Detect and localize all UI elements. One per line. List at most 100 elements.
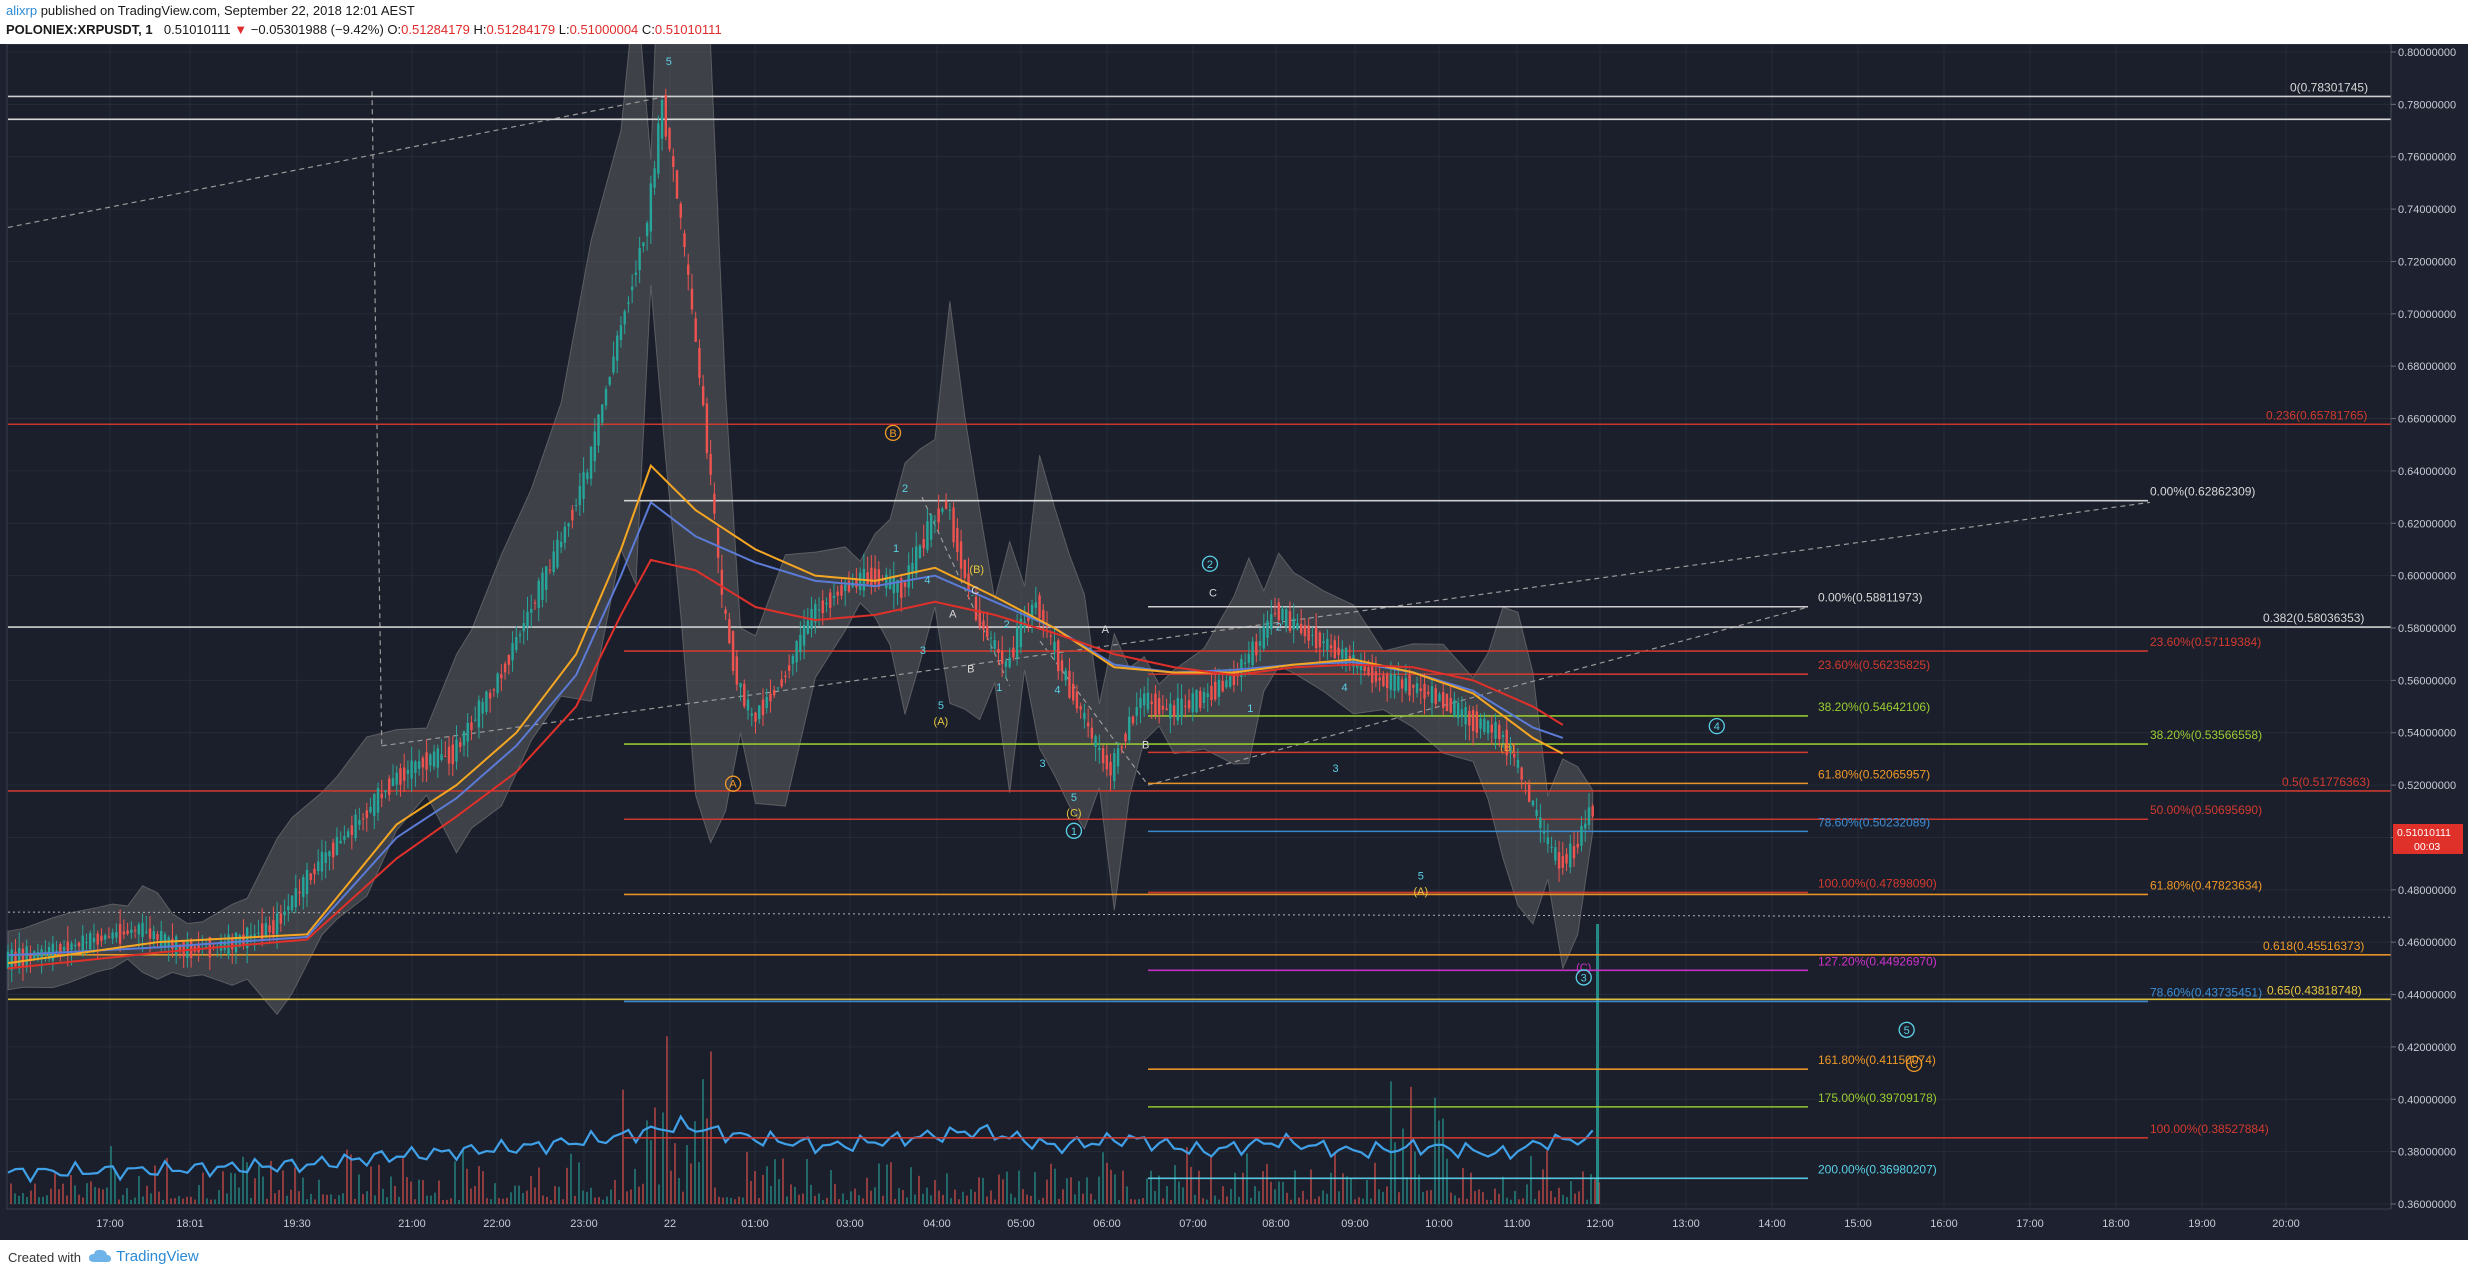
candle-body (444, 755, 447, 757)
candle-body (1479, 718, 1482, 729)
author-link[interactable]: alixrp (6, 3, 38, 18)
candle-body (485, 691, 488, 712)
volume-bar (1234, 1172, 1236, 1204)
volume-bar (1210, 1156, 1212, 1204)
candle-body (477, 700, 481, 728)
wave-label: 1 (893, 543, 899, 555)
volume-bar (622, 1089, 624, 1204)
volume-bar (1494, 1188, 1496, 1204)
price-chart[interactable]: 0(0.78301745) 0.236(0.65781765) 0.00%(0.62… (0, 0, 2468, 1240)
volume-bar (630, 1189, 632, 1204)
candle-body (1199, 690, 1202, 709)
candle-body (81, 935, 84, 952)
volume-bar (530, 1176, 532, 1204)
candle-body (1243, 662, 1247, 664)
wave-label: C (971, 585, 979, 597)
candle-body (896, 579, 899, 593)
volume-bar (450, 1198, 452, 1204)
candle-body (649, 183, 653, 232)
volume-bar (1530, 1155, 1532, 1204)
y-tick-label: 0.74000000 (2398, 204, 2456, 216)
candle-body (1501, 735, 1505, 737)
volume-bar (1134, 1199, 1136, 1204)
volume-bar (778, 1179, 780, 1204)
candle-body (402, 767, 406, 781)
candle-body (1584, 823, 1587, 829)
candle-body (1591, 806, 1594, 817)
candle-body (728, 619, 731, 644)
volume-bar (1330, 1172, 1332, 1204)
candle-body (317, 861, 320, 872)
volume-bar (1298, 1197, 1300, 1204)
volume-bar (598, 1197, 600, 1204)
candle-body (85, 942, 88, 944)
volume-bar (378, 1164, 380, 1204)
wave-label: A (1102, 624, 1110, 636)
volume-bar (878, 1163, 880, 1204)
fib-level-label: 78.60%(0.43735451) (2150, 985, 2262, 999)
candle-body (1000, 650, 1004, 665)
candle-body (25, 946, 28, 968)
volume-bar (230, 1172, 232, 1204)
volume-bar (1114, 1174, 1116, 1204)
time-axis[interactable]: 17:00 18:01 19:30 21:00 22:00 23:00 22 01:00 03:… (96, 1218, 2300, 1230)
volume-bar (1542, 1169, 1544, 1204)
fib-level-label: 38.20%(0.53566558) (2150, 728, 2262, 742)
candle-body (1404, 678, 1408, 692)
candle-body (354, 814, 357, 839)
candle-body (1378, 677, 1381, 681)
candle-body (1587, 807, 1591, 826)
volume-bar (1190, 1166, 1192, 1204)
candle-body (459, 742, 462, 747)
volume-bar (1430, 1190, 1432, 1204)
candle-body (1483, 718, 1486, 732)
volume-bar (42, 1196, 44, 1204)
volume-bar (1406, 1177, 1408, 1204)
candle-body (518, 634, 522, 637)
candle-body (1154, 693, 1157, 716)
wave-label: 3 (1039, 758, 1045, 770)
candle-body (679, 203, 682, 218)
candle-body (1438, 694, 1441, 702)
candle-body (1206, 693, 1209, 698)
candle-body (627, 302, 630, 304)
symbol-line: POLONIEX:XRPUSDT, 1 0.51010111 ▼ −0.0530… (6, 22, 722, 37)
candle-body (724, 609, 727, 614)
tradingview-logo[interactable]: TradingView (88, 1248, 199, 1268)
volume-bar (166, 1157, 168, 1204)
candle-body (74, 944, 77, 947)
candle-body (758, 705, 761, 720)
price-axis[interactable]: 0.80000000 0.78000000 0.76000000 0.74000000… (2391, 47, 2456, 1211)
chart-area[interactable]: 0(0.78301745) 0.236(0.65781765) 0.00%(0.62… (0, 0, 2468, 1240)
volume-bar (954, 1189, 956, 1204)
volume-bar (406, 1177, 408, 1204)
candle-body (1195, 690, 1198, 713)
fib-level-label: 0.382(0.58036353) (2263, 611, 2364, 625)
candle-body (586, 472, 589, 480)
volume-bar (946, 1173, 948, 1204)
candle-body (1464, 707, 1467, 725)
candle-body (1131, 716, 1135, 724)
volume-bar (54, 1173, 56, 1204)
candle-body (563, 526, 567, 543)
candle-body (290, 895, 294, 911)
candle-body (1098, 747, 1101, 751)
candle-body (956, 527, 959, 553)
candle-body (1030, 604, 1034, 619)
volume-bar (1154, 1191, 1156, 1204)
x-tick-label: 22 (664, 1218, 676, 1230)
volume-bar (1354, 1199, 1356, 1204)
volume-bar (886, 1164, 888, 1204)
candle-body (1094, 736, 1097, 747)
candle-body (1576, 843, 1579, 848)
volume-bar (678, 1177, 680, 1204)
candle-body (608, 377, 611, 385)
volume-bar (1142, 1198, 1144, 1204)
candle-body (1150, 701, 1153, 704)
volume-bar (926, 1187, 928, 1204)
candle-body (1060, 660, 1064, 671)
fib-level-label: 50.00%(0.50695690) (2150, 803, 2262, 817)
volume-bar (130, 1199, 132, 1204)
fibonacci-levels[interactable]: 0(0.78301745) 0.236(0.65781765) 0.00%(0.62… (8, 80, 2391, 1180)
candle-body (1210, 685, 1213, 700)
